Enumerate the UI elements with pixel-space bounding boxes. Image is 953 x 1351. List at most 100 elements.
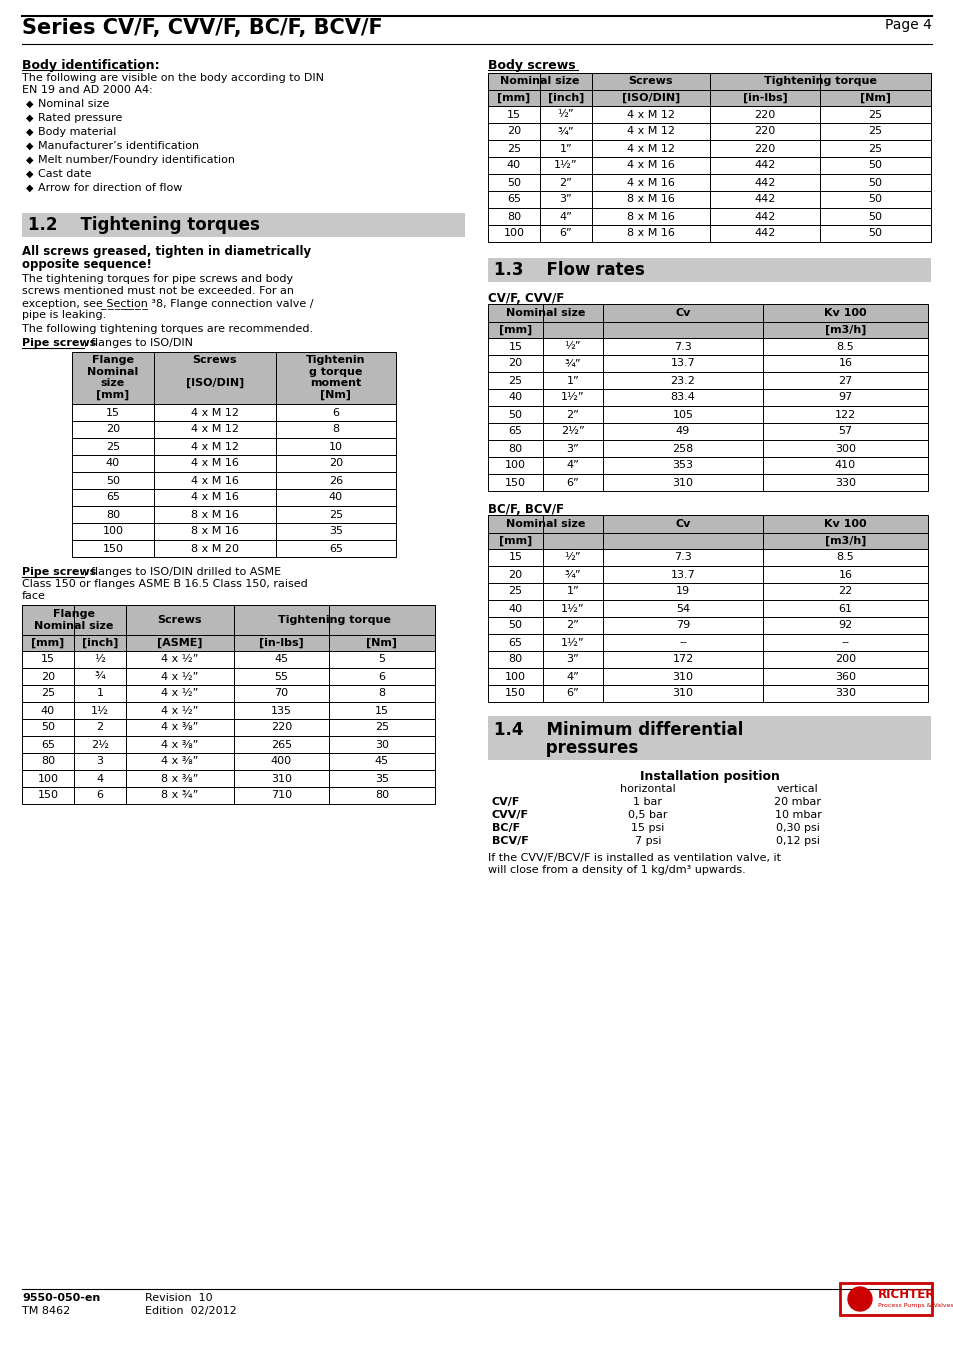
Text: 8: 8: [332, 424, 339, 435]
Text: will close from a density of 1 kg/dm³ upwards.: will close from a density of 1 kg/dm³ up…: [488, 865, 745, 875]
Bar: [592, 73, 709, 91]
Text: 20: 20: [329, 458, 343, 469]
Text: 0,5 bar: 0,5 bar: [628, 811, 667, 820]
Bar: [153, 404, 275, 422]
Bar: [488, 534, 542, 549]
Text: RICHTER: RICHTER: [877, 1289, 934, 1301]
Bar: [762, 617, 927, 634]
Bar: [126, 651, 233, 667]
Text: 49: 49: [675, 427, 689, 436]
Text: 83.4: 83.4: [670, 393, 695, 403]
Text: 4 x M 16: 4 x M 16: [191, 476, 238, 485]
Bar: [709, 73, 820, 91]
Text: Revision  10: Revision 10: [145, 1293, 213, 1302]
Text: horizontal: horizontal: [619, 784, 675, 794]
Text: 8 x ¾”: 8 x ¾”: [161, 790, 198, 801]
Text: 220: 220: [754, 109, 775, 119]
Bar: [488, 226, 539, 242]
Text: [Nm]: [Nm]: [859, 93, 890, 103]
Bar: [233, 788, 329, 804]
Bar: [22, 605, 74, 635]
Text: 400: 400: [271, 757, 292, 766]
Bar: [74, 605, 126, 635]
Text: ¾: ¾: [94, 671, 106, 681]
Text: 23.2: 23.2: [670, 376, 695, 385]
Bar: [762, 515, 927, 534]
Text: [in-lbs]: [in-lbs]: [259, 638, 304, 648]
Bar: [233, 719, 329, 736]
Bar: [542, 407, 602, 423]
Bar: [233, 753, 329, 770]
Bar: [488, 634, 542, 651]
Text: 100: 100: [504, 461, 525, 470]
Text: 15: 15: [41, 654, 55, 665]
Bar: [592, 208, 709, 226]
Text: face: face: [22, 590, 46, 601]
Bar: [329, 719, 435, 736]
Bar: [542, 304, 602, 322]
Text: 6”: 6”: [566, 477, 578, 488]
Text: 16: 16: [838, 358, 852, 369]
Text: 265: 265: [271, 739, 292, 750]
Bar: [126, 770, 233, 788]
Text: 65: 65: [508, 427, 522, 436]
Text: Body material: Body material: [38, 127, 116, 136]
Text: 4: 4: [96, 774, 104, 784]
Bar: [762, 389, 927, 407]
Text: ◆: ◆: [26, 113, 33, 123]
Text: Flange
Nominal size: Flange Nominal size: [34, 609, 113, 631]
Text: 100: 100: [504, 671, 525, 681]
Text: CVV/F: CVV/F: [492, 811, 529, 820]
Bar: [602, 600, 762, 617]
Text: 25: 25: [106, 442, 120, 451]
Text: BCV/F: BCV/F: [492, 836, 528, 846]
Bar: [542, 372, 602, 389]
Bar: [542, 440, 602, 457]
Text: 79: 79: [675, 620, 689, 631]
Text: 258: 258: [672, 443, 693, 454]
Text: 4 x M 12: 4 x M 12: [191, 424, 239, 435]
Text: 4”: 4”: [566, 461, 578, 470]
Bar: [488, 584, 542, 600]
Bar: [542, 566, 602, 584]
Bar: [74, 753, 126, 770]
Text: 442: 442: [754, 177, 775, 188]
Bar: [592, 190, 709, 208]
Text: pipe is leaking.: pipe is leaking.: [22, 309, 106, 320]
Bar: [233, 736, 329, 753]
Bar: [153, 507, 275, 523]
Bar: [762, 584, 927, 600]
Bar: [602, 355, 762, 372]
Text: 100: 100: [503, 228, 524, 239]
Bar: [275, 404, 395, 422]
Text: 1”: 1”: [566, 586, 578, 597]
Bar: [542, 667, 602, 685]
Text: 410: 410: [834, 461, 855, 470]
Bar: [488, 304, 602, 322]
Bar: [233, 605, 329, 635]
Bar: [126, 736, 233, 753]
Bar: [71, 438, 153, 455]
Bar: [539, 174, 592, 190]
Text: 172: 172: [672, 654, 693, 665]
Text: 15 psi: 15 psi: [631, 823, 664, 834]
Bar: [329, 736, 435, 753]
Bar: [126, 719, 233, 736]
Bar: [329, 667, 435, 685]
Bar: [762, 534, 927, 549]
Text: 4”: 4”: [559, 212, 572, 222]
Text: 50: 50: [41, 723, 55, 732]
Text: screws mentioned must not be exceeded. For an: screws mentioned must not be exceeded. F…: [22, 286, 294, 296]
Bar: [488, 190, 539, 208]
Text: 310: 310: [271, 774, 292, 784]
Bar: [602, 534, 762, 549]
Text: opposite sequence!: opposite sequence!: [22, 258, 152, 272]
Bar: [592, 105, 709, 123]
Bar: [488, 651, 542, 667]
Bar: [488, 566, 542, 584]
Text: 1½”: 1½”: [554, 161, 578, 170]
Bar: [126, 635, 233, 651]
Bar: [275, 422, 395, 438]
Bar: [820, 226, 930, 242]
Text: The following tightening torques are recommended.: The following tightening torques are rec…: [22, 324, 313, 334]
